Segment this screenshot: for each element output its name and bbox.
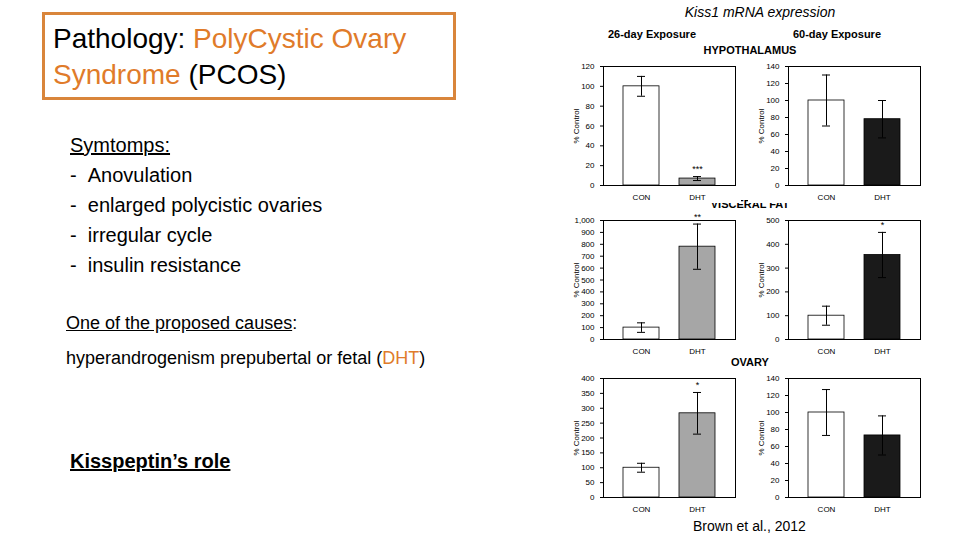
svg-text:250: 250	[581, 419, 595, 428]
html-text:HYPOTHALAMUS: HYPOTHALAMUS	[703, 44, 797, 56]
svg-text:CON: CON	[818, 193, 836, 202]
svg-text:CON: CON	[633, 347, 651, 356]
html-text:- Anovulation: - Anovulation	[70, 164, 193, 186]
svg-text:40: 40	[771, 147, 780, 156]
svg-text:80: 80	[771, 425, 780, 434]
html-text:- enlarged polycistic ovaries: - enlarged polycistic ovaries	[70, 194, 323, 216]
svg-text:0: 0	[590, 181, 595, 190]
svg-text:140: 140	[766, 374, 780, 383]
svg-text:% Control: % Control	[757, 262, 766, 297]
svg-text:80: 80	[771, 113, 780, 122]
svg-text:% Control: % Control	[757, 420, 766, 455]
svg-text:300: 300	[581, 404, 595, 413]
svg-text:200: 200	[581, 311, 595, 320]
svg-text:DHT: DHT	[874, 505, 891, 514]
html-text:Pathology: PolyCystic Ovary Sy: Pathology: PolyCystic Ovary Syndrome (PC…	[53, 23, 407, 90]
svg-text:60: 60	[771, 130, 780, 139]
svg-text:600: 600	[581, 264, 595, 273]
svg-text:400: 400	[581, 374, 595, 383]
svg-text:% Control: % Control	[572, 262, 581, 297]
svg-text:20: 20	[771, 164, 780, 173]
svg-text:DHT: DHT	[874, 347, 891, 356]
svg-text:0: 0	[775, 335, 780, 344]
html-text:hyperandrogenism prepubertal o: hyperandrogenism prepubertal or fetal (D…	[66, 348, 426, 368]
svg-text:% Control: % Control	[572, 108, 581, 143]
svg-text:500: 500	[581, 276, 595, 285]
svg-text:200: 200	[581, 434, 595, 443]
svg-text:60: 60	[771, 442, 780, 451]
svg-text:900: 900	[581, 228, 595, 237]
svg-text:350: 350	[581, 389, 595, 398]
svg-text:300: 300	[766, 264, 780, 273]
html-text:60-day Exposure: 60-day Exposure	[793, 28, 881, 40]
svg-text:CON: CON	[633, 193, 651, 202]
svg-text:80: 80	[586, 102, 595, 111]
svg-text:*: *	[696, 380, 700, 390]
svg-text:***: ***	[692, 164, 703, 174]
svg-text:300: 300	[581, 299, 595, 308]
svg-text:400: 400	[766, 240, 780, 249]
html-text:Brown et al., 2012: Brown et al., 2012	[693, 518, 806, 534]
html-text:26-day Exposure: 26-day Exposure	[608, 28, 696, 40]
html-text:- irregular cycle: - irregular cycle	[70, 224, 213, 246]
svg-text:100: 100	[766, 408, 780, 417]
svg-text:0: 0	[775, 181, 780, 190]
svg-text:CON: CON	[818, 505, 836, 514]
svg-text:% Control: % Control	[757, 108, 766, 143]
svg-text:100: 100	[581, 82, 595, 91]
html-text:OVARY: OVARY	[731, 356, 769, 368]
svg-text:120: 120	[581, 62, 595, 71]
svg-text:400: 400	[581, 287, 595, 296]
svg-text:100: 100	[581, 463, 595, 472]
svg-text:0: 0	[590, 493, 595, 502]
svg-text:100: 100	[766, 96, 780, 105]
svg-text:DHT: DHT	[874, 193, 891, 202]
svg-text:120: 120	[766, 79, 780, 88]
svg-text:DHT: DHT	[689, 505, 706, 514]
svg-text:CON: CON	[633, 505, 651, 514]
svg-text:*: *	[881, 220, 885, 230]
svg-text:120: 120	[766, 391, 780, 400]
svg-text:700: 700	[581, 252, 595, 261]
svg-text:150: 150	[581, 448, 595, 457]
svg-text:DHT: DHT	[689, 193, 706, 202]
svg-text:% Control: % Control	[572, 420, 581, 455]
html-text:One of the proposed causes:: One of the proposed causes:	[66, 313, 298, 333]
svg-text:0: 0	[775, 493, 780, 502]
svg-text:1,000: 1,000	[574, 216, 595, 225]
svg-text:0: 0	[590, 335, 595, 344]
svg-text:40: 40	[586, 141, 595, 150]
svg-text:100: 100	[581, 323, 595, 332]
html-text:VISCERAL FAT: VISCERAL FAT	[710, 198, 790, 210]
html-text:Kisspeptin’s role: Kisspeptin’s role	[70, 450, 231, 472]
svg-text:20: 20	[771, 476, 780, 485]
svg-text:50: 50	[586, 478, 595, 487]
svg-text:200: 200	[766, 287, 780, 296]
svg-text:100: 100	[766, 311, 780, 320]
svg-text:DHT: DHT	[689, 347, 706, 356]
html-text:- insulin resistance: - insulin resistance	[70, 254, 242, 276]
html-text:Kiss1 mRNA expression: Kiss1 mRNA expression	[684, 4, 836, 20]
svg-text:500: 500	[766, 216, 780, 225]
svg-text:800: 800	[581, 240, 595, 249]
svg-text:140: 140	[766, 62, 780, 71]
svg-text:20: 20	[586, 161, 595, 170]
svg-text:CON: CON	[818, 347, 836, 356]
svg-text:60: 60	[586, 122, 595, 131]
svg-text:40: 40	[771, 459, 780, 468]
html-text:Symtomps:: Symtomps:	[70, 134, 170, 156]
